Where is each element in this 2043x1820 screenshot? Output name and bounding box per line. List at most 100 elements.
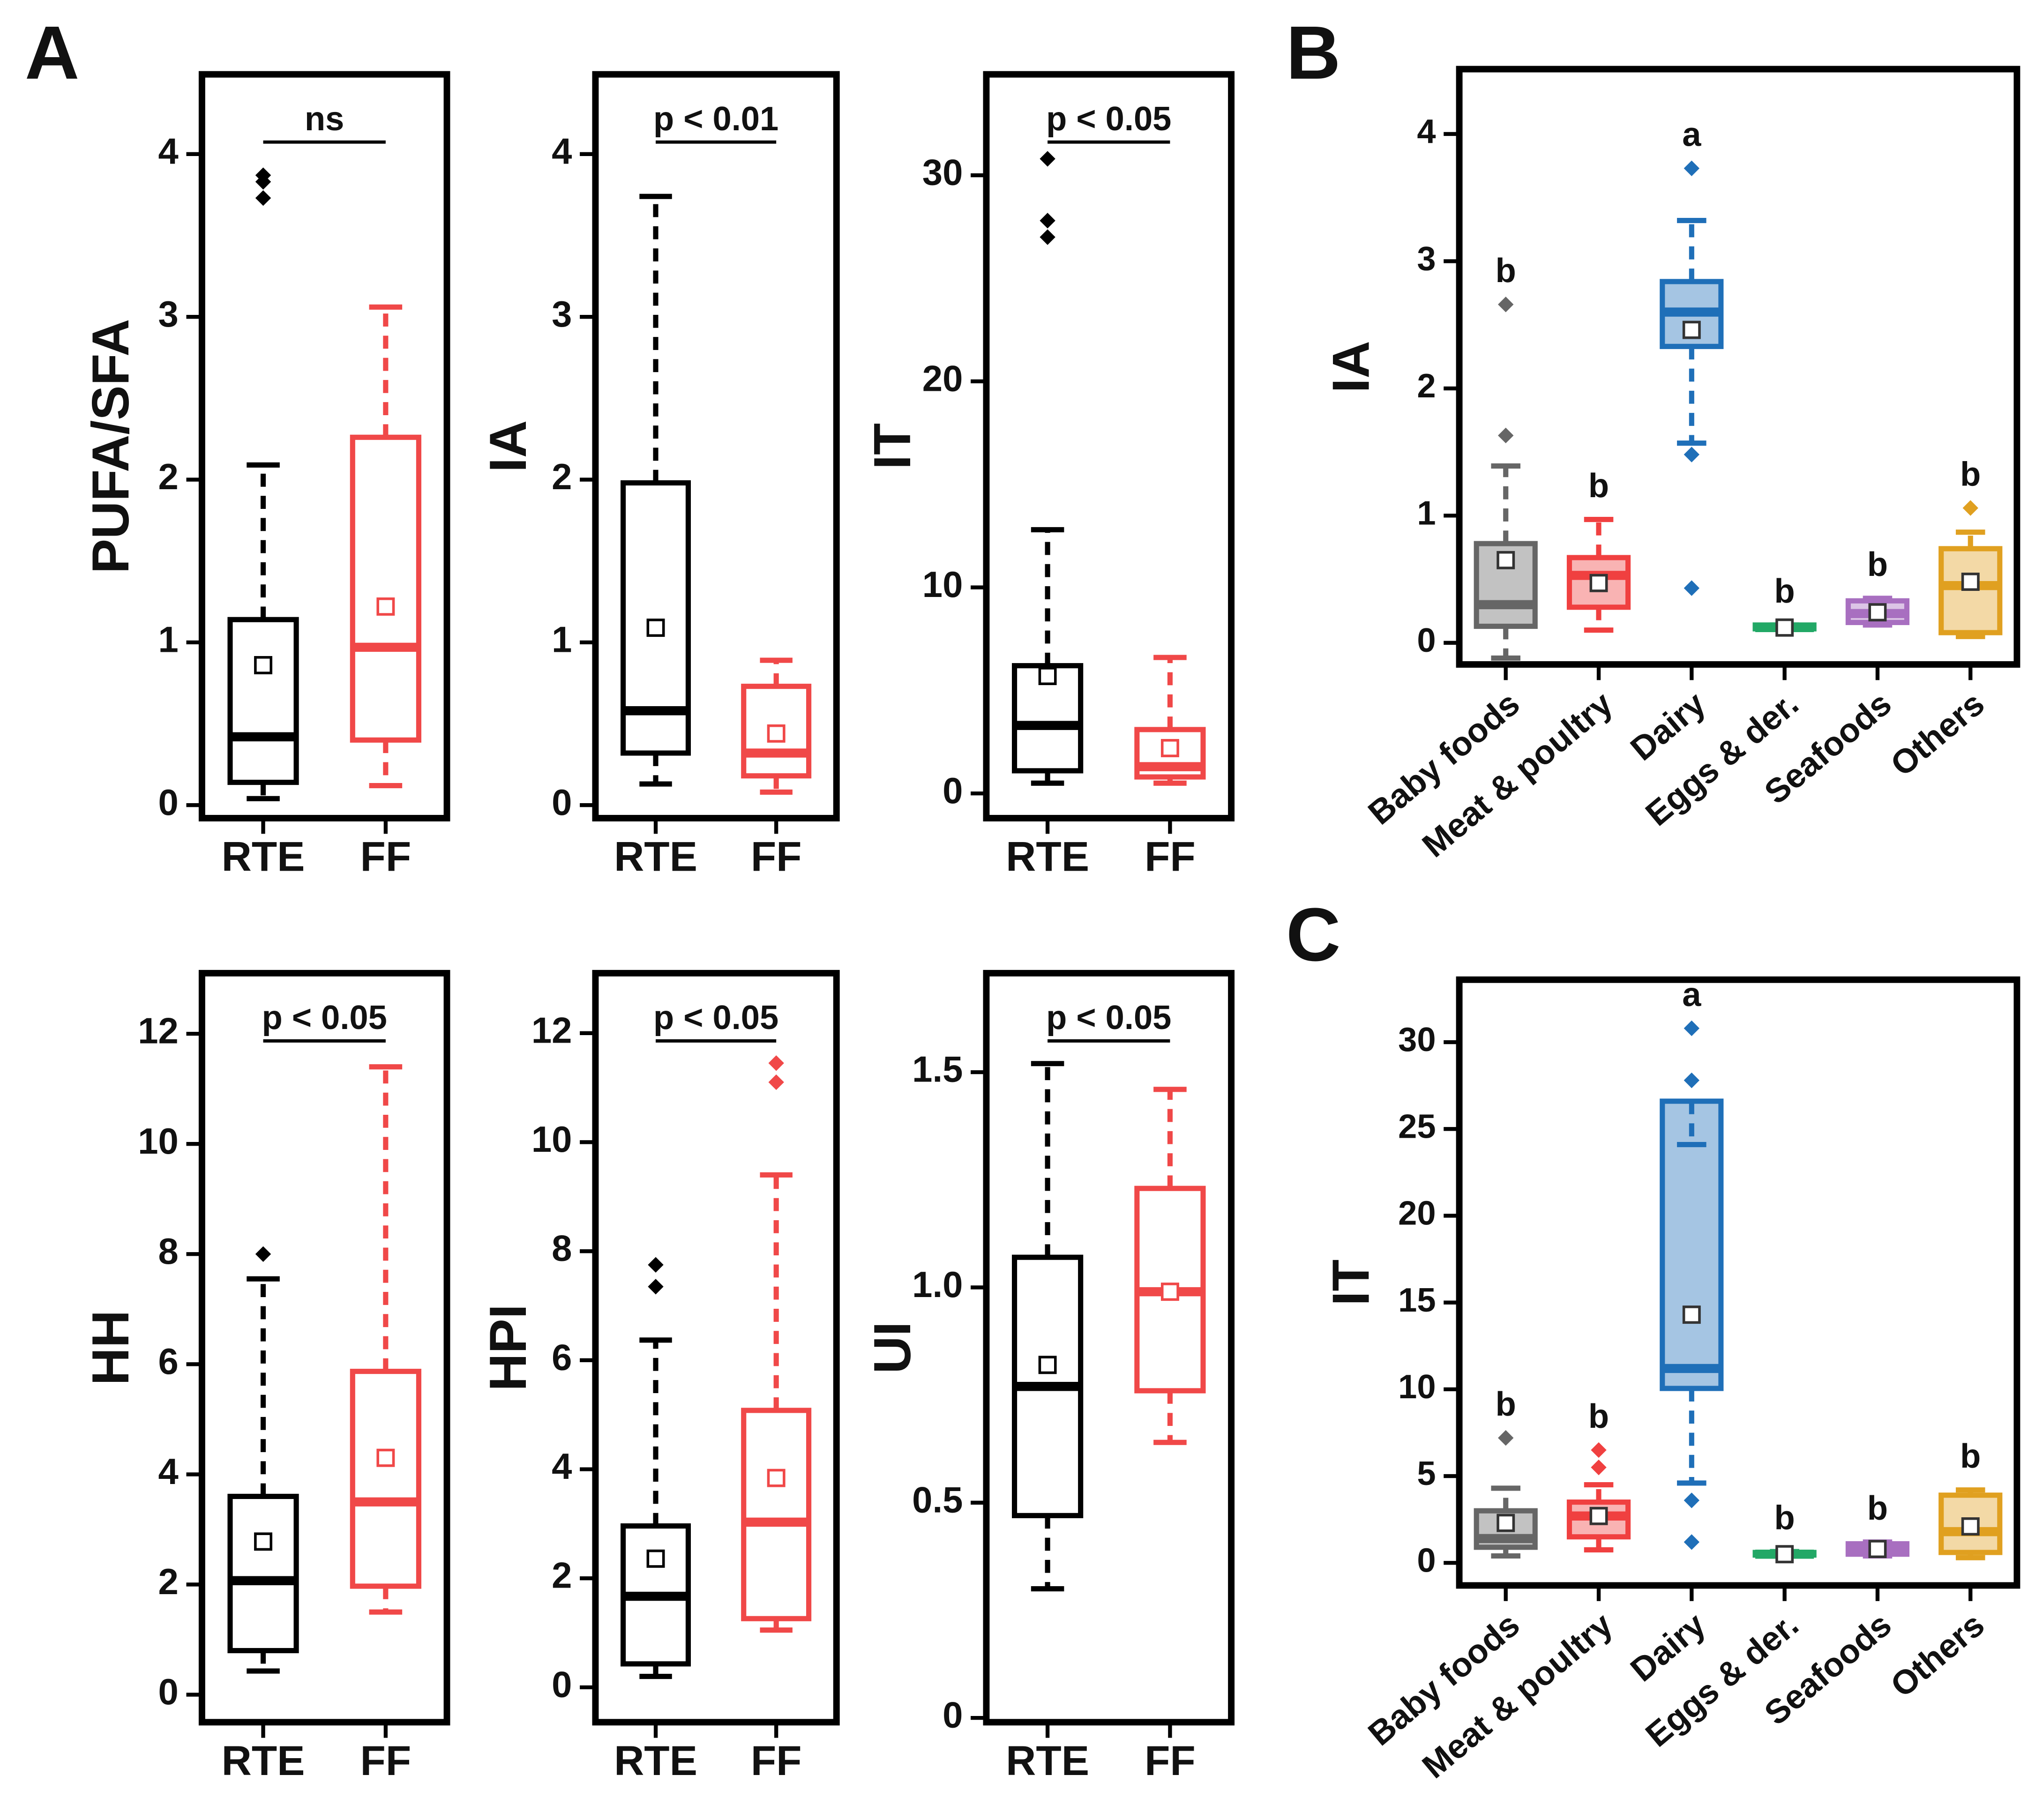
mean bbox=[1589, 574, 1608, 592]
axis-frame bbox=[1456, 66, 2021, 668]
y-tick-label: 1 bbox=[1417, 494, 1436, 532]
y-tick-label: 3 bbox=[158, 294, 179, 335]
y-tick-label: 10 bbox=[922, 565, 963, 605]
box bbox=[1011, 663, 1084, 774]
annotation: p < 0.05 bbox=[653, 999, 778, 1037]
y-tick-label: 10 bbox=[1398, 1368, 1436, 1406]
y-axis-label: HH bbox=[81, 1310, 140, 1386]
y-axis-label: IA bbox=[479, 420, 537, 472]
y-tick-label: 6 bbox=[552, 1337, 572, 1378]
outlier bbox=[1591, 1459, 1607, 1476]
outlier bbox=[255, 1246, 271, 1262]
y-tick-label: 12 bbox=[531, 1010, 572, 1051]
axis-frame bbox=[1456, 976, 2021, 1589]
box bbox=[1566, 555, 1631, 610]
significance-letter: b bbox=[1774, 1499, 1795, 1537]
y-tick-label: 20 bbox=[922, 358, 963, 399]
outlier bbox=[1040, 229, 1055, 245]
y-tick-label: 3 bbox=[1417, 240, 1436, 278]
x-tick-label: RTE bbox=[222, 1737, 305, 1784]
axis-frame bbox=[592, 71, 840, 821]
significance-letter: b bbox=[1867, 546, 1888, 583]
y-tick-label: 1 bbox=[158, 619, 179, 660]
outlier bbox=[768, 1055, 784, 1071]
y-tick-label: 10 bbox=[531, 1119, 572, 1160]
outlier bbox=[1498, 427, 1514, 444]
significance-letter: b bbox=[1774, 573, 1795, 610]
y-tick-label: 0 bbox=[1417, 622, 1436, 659]
annotation: ns bbox=[305, 100, 344, 138]
panel-label: A bbox=[25, 11, 79, 95]
outlier bbox=[1591, 1442, 1607, 1458]
outlier bbox=[768, 1074, 784, 1090]
mean bbox=[1682, 321, 1701, 339]
mean bbox=[376, 597, 395, 616]
y-tick-label: 0.5 bbox=[912, 1480, 963, 1520]
outlier bbox=[1684, 1492, 1700, 1508]
significance-letter: b bbox=[1496, 252, 1516, 290]
box bbox=[1938, 1492, 2003, 1555]
mean bbox=[1497, 1514, 1515, 1532]
significance-letter: b bbox=[1960, 1438, 1981, 1475]
y-tick-label: 2 bbox=[552, 1556, 572, 1596]
x-tick-label: RTE bbox=[1006, 1737, 1089, 1784]
mean bbox=[1775, 1545, 1794, 1564]
mean bbox=[376, 1448, 395, 1467]
y-tick-label: 30 bbox=[922, 153, 963, 193]
mean bbox=[1775, 618, 1794, 637]
x-tick-label: FF bbox=[360, 1737, 412, 1784]
y-tick-label: 4 bbox=[158, 131, 179, 172]
y-tick-label: 0 bbox=[552, 783, 572, 823]
box bbox=[350, 434, 421, 743]
mean bbox=[1038, 667, 1057, 686]
y-tick-label: 2 bbox=[552, 457, 572, 497]
y-tick-label: 0 bbox=[158, 783, 179, 823]
y-tick-label: 30 bbox=[1398, 1021, 1436, 1059]
x-tick-label: Others bbox=[1884, 1606, 1991, 1705]
outlier bbox=[1684, 1072, 1700, 1089]
y-axis-label: IT bbox=[863, 423, 921, 470]
axis-frame bbox=[198, 970, 450, 1726]
significance-letter: b bbox=[1496, 1386, 1516, 1423]
panel-label: C bbox=[1286, 893, 1340, 977]
y-tick-label: 1.0 bbox=[912, 1265, 963, 1305]
y-axis-label: PUFA/SFA bbox=[81, 319, 140, 574]
significance-letter: b bbox=[1960, 455, 1981, 493]
y-tick-label: 0 bbox=[943, 771, 963, 811]
box bbox=[227, 1493, 299, 1654]
box bbox=[227, 617, 299, 785]
y-tick-label: 4 bbox=[552, 1447, 572, 1487]
mean bbox=[646, 1549, 665, 1568]
outlier bbox=[1684, 160, 1700, 176]
y-tick-label: 0 bbox=[158, 1672, 179, 1712]
x-tick-label: FF bbox=[751, 833, 802, 880]
y-tick-label: 1 bbox=[552, 619, 572, 660]
y-tick-label: 4 bbox=[552, 131, 572, 172]
mean bbox=[1497, 551, 1515, 569]
mean bbox=[1589, 1507, 1608, 1525]
significance-letter: a bbox=[1682, 116, 1701, 154]
outlier bbox=[1498, 1430, 1514, 1446]
annotation: p < 0.01 bbox=[653, 100, 778, 138]
box bbox=[621, 480, 691, 756]
outlier bbox=[1684, 1534, 1700, 1550]
y-tick-label: 25 bbox=[1398, 1108, 1436, 1145]
y-axis-label: UI bbox=[863, 1321, 921, 1373]
significance-letter: b bbox=[1588, 467, 1609, 505]
mean bbox=[1160, 1283, 1179, 1301]
mean bbox=[1961, 573, 1980, 591]
y-tick-label: 4 bbox=[1417, 113, 1436, 150]
y-tick-label: 0 bbox=[943, 1695, 963, 1736]
y-tick-label: 2 bbox=[1417, 367, 1436, 405]
mean bbox=[1682, 1305, 1701, 1324]
mean bbox=[767, 724, 786, 743]
x-tick-label: FF bbox=[1145, 833, 1196, 880]
y-tick-label: 15 bbox=[1398, 1282, 1436, 1319]
outlier bbox=[255, 167, 271, 183]
x-tick-label: Others bbox=[1884, 685, 1991, 783]
outlier bbox=[648, 1279, 664, 1295]
y-tick-label: 4 bbox=[158, 1452, 179, 1492]
annotation: p < 0.05 bbox=[1046, 999, 1171, 1037]
